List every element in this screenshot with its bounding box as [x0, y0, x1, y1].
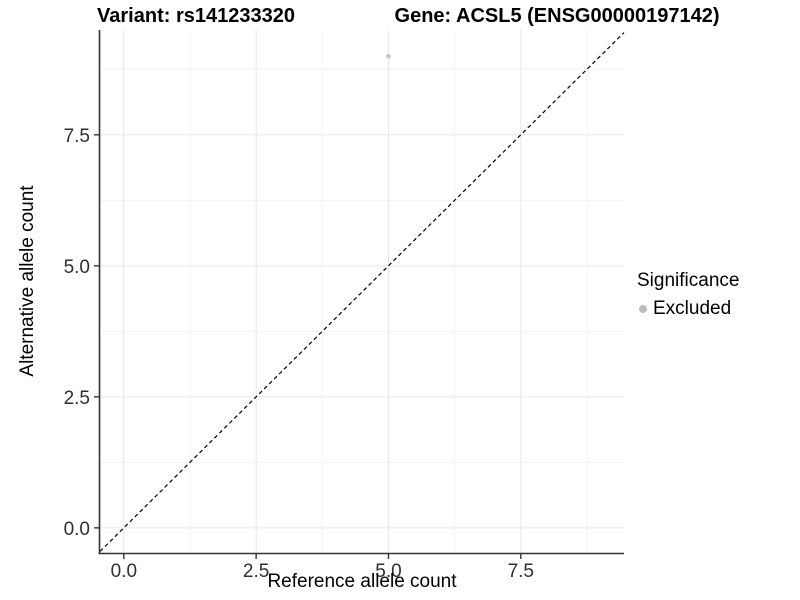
legend-entries: Excluded	[637, 298, 739, 320]
legend-entry-label: Excluded	[653, 298, 732, 319]
x-tick-label: 2.5	[243, 561, 269, 582]
identity-line	[99, 32, 625, 552]
x-tick-label: 0.0	[111, 561, 137, 582]
y-axis-title: Alternative allele count	[17, 185, 38, 377]
y-tick-label: 0.0	[64, 519, 90, 540]
data-point	[386, 53, 391, 59]
x-tick-label: 5.0	[375, 561, 401, 582]
legend-title: Significance	[637, 270, 740, 291]
y-tick-label: 7.5	[64, 126, 90, 147]
variant-title: Variant: rs141233320	[97, 5, 295, 27]
legend-point-icon	[639, 305, 647, 313]
x-tick-label: 7.5	[508, 561, 534, 582]
legend-entry: Excluded	[639, 298, 739, 320]
y-tick-label: 2.5	[64, 388, 90, 409]
plot-panel	[100, 30, 624, 553]
legend: Significance Excluded	[637, 270, 739, 320]
x-axis-title: Reference allele count	[267, 571, 457, 592]
gene-title: Gene: ACSL5 (ENSG00000197142)	[394, 5, 720, 27]
y-tick-label: 5.0	[64, 257, 90, 278]
